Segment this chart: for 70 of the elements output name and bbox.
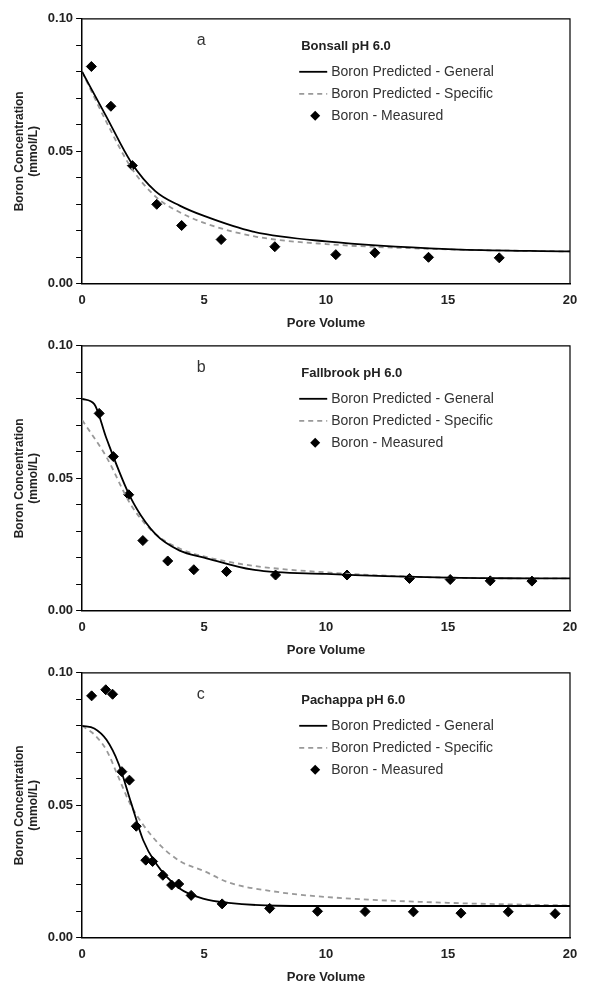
- y-tick-label: 0.00: [47, 602, 74, 618]
- y-tick-label: 0.00: [47, 929, 74, 945]
- point: [502, 906, 514, 918]
- point: [359, 906, 371, 918]
- y-axis-title: Boron Concentration (mmol/L): [11, 418, 40, 539]
- point: [188, 564, 200, 576]
- point: [176, 220, 188, 231]
- y-tick-label: 0.10: [47, 664, 74, 680]
- legend-label: Boron - Measured: [331, 106, 444, 123]
- point: [264, 902, 276, 914]
- x-tick-label: 0: [78, 619, 86, 635]
- y-tick-label: 0.05: [47, 142, 74, 158]
- point: [269, 241, 281, 253]
- x-tick-label: 10: [318, 292, 334, 308]
- legend-label: Boron Predicted - Specific: [331, 84, 494, 101]
- point: [151, 198, 163, 210]
- annotation: c: [196, 685, 205, 703]
- point: [123, 774, 135, 786]
- point: [86, 690, 98, 702]
- x-axis-title: Pore Volume: [286, 641, 366, 657]
- x-tick-label: 5: [200, 619, 208, 635]
- legend-label: Boron Predicted - Specific: [331, 411, 494, 428]
- point: [221, 566, 233, 578]
- point: [270, 569, 282, 581]
- y-axis-title: Boron Concentration (mmol/L): [11, 745, 40, 866]
- point: [100, 684, 112, 696]
- x-tick-label: 10: [318, 946, 334, 962]
- legend-title: Bonsall pH 6.0: [301, 38, 391, 54]
- x-tick-label: 5: [200, 946, 208, 962]
- x-tick-label: 20: [562, 946, 578, 962]
- point: [549, 908, 561, 920]
- point: [107, 688, 119, 700]
- legend-label: Boron - Measured: [331, 433, 444, 450]
- x-tick-label: 15: [440, 946, 456, 962]
- x-axis-title: Pore Volume: [286, 968, 366, 984]
- point: [493, 252, 505, 264]
- legend-title: Fallbrook pH 6.0: [301, 365, 403, 381]
- point: [407, 906, 419, 918]
- y-axis-title: Boron Concentration (mmol/L): [11, 91, 40, 212]
- annotation: b: [196, 358, 206, 376]
- x-axis-title: Pore Volume: [286, 314, 366, 330]
- x-tick-label: 0: [78, 292, 86, 308]
- point: [455, 907, 467, 919]
- legend-label: Boron Predicted - General: [331, 389, 494, 406]
- point: [330, 249, 342, 261]
- x-tick-label: 15: [440, 619, 456, 635]
- legend-label: Boron - Measured: [331, 760, 444, 777]
- x-tick-label: 20: [562, 292, 578, 308]
- point: [162, 555, 174, 567]
- x-tick-label: 0: [78, 946, 86, 962]
- y-tick-label: 0.10: [47, 10, 74, 26]
- y-tick-label: 0.05: [47, 796, 74, 812]
- y-tick-label: 0.00: [47, 275, 74, 291]
- point: [137, 535, 149, 547]
- point: [215, 234, 227, 246]
- legend-label: Boron Predicted - General: [331, 716, 494, 733]
- point: [105, 100, 117, 112]
- x-tick-label: 15: [440, 292, 456, 308]
- point: [423, 251, 435, 263]
- legend-label: Boron Predicted - Specific: [331, 738, 494, 755]
- legend-label: Boron Predicted - General: [331, 62, 494, 79]
- point: [369, 247, 381, 259]
- x-tick-label: 10: [318, 619, 334, 635]
- x-tick-label: 5: [200, 292, 208, 308]
- legend-title: Pachappa pH 6.0: [301, 692, 406, 708]
- y-tick-label: 0.05: [47, 469, 74, 485]
- y-tick-label: 0.10: [47, 337, 74, 353]
- x-tick-label: 20: [562, 619, 578, 635]
- point: [85, 61, 97, 72]
- annotation: a: [196, 31, 206, 49]
